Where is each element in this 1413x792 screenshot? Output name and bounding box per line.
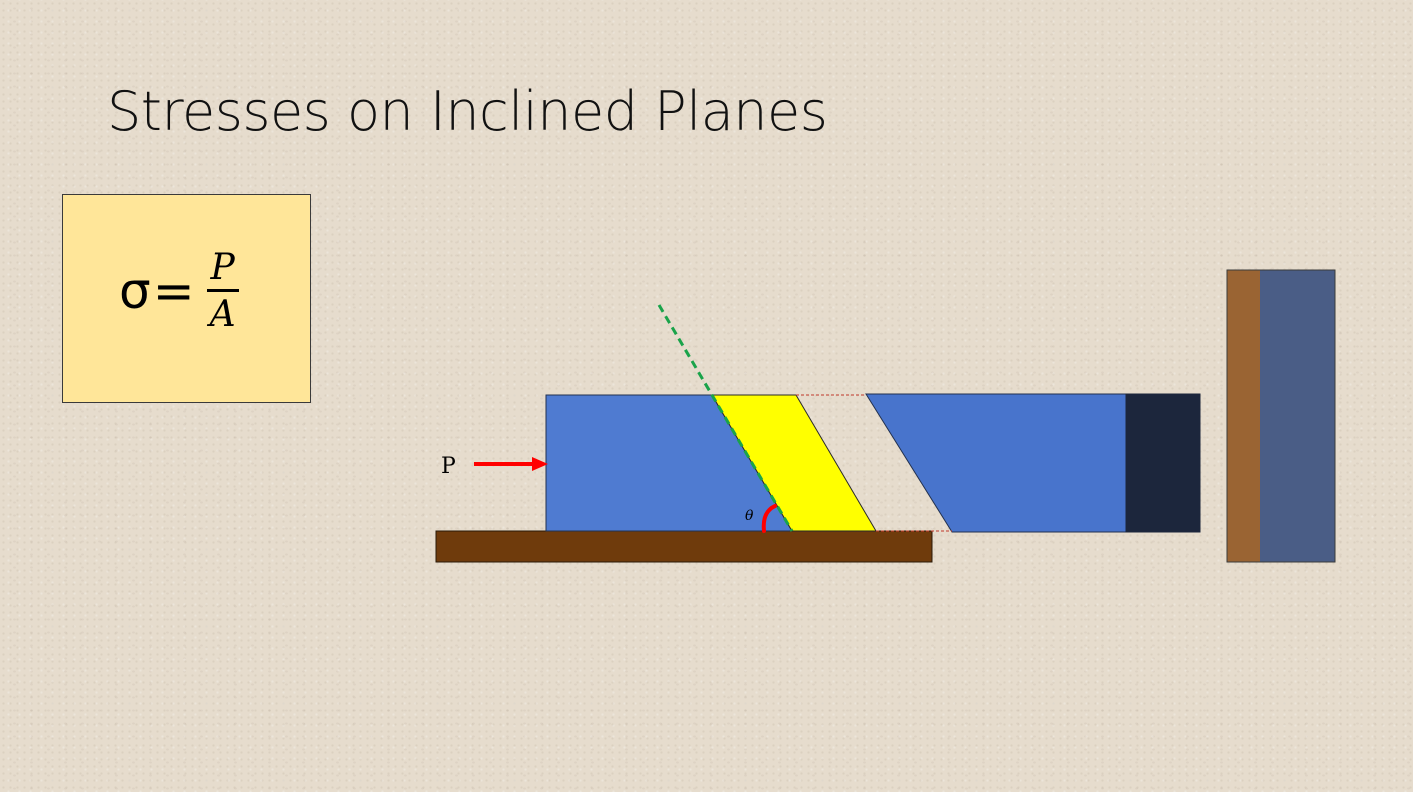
formula-equals: =: [152, 262, 195, 321]
floor-support: [435, 530, 933, 563]
inclined-plane-line: [657, 304, 794, 532]
wall-outline: [1226, 269, 1336, 563]
wall-slate-body: [1260, 270, 1335, 562]
formula-fraction: P A: [206, 247, 239, 335]
formula-box: σ = P A: [62, 194, 311, 403]
fraction-bar: [206, 288, 239, 292]
page-title: Stresses on Inclined Planes: [107, 80, 828, 143]
wall-wood-face: [1227, 270, 1260, 562]
stress-formula: σ = P A: [119, 249, 239, 334]
load-arrow-head: [532, 457, 548, 471]
load-label: P: [441, 454, 456, 479]
formula-denominator: A: [209, 293, 236, 335]
angle-label: θ: [745, 508, 754, 524]
formula-sigma: σ: [119, 262, 151, 321]
formula-numerator: P: [210, 247, 235, 288]
bar-right-section: [865, 393, 1127, 533]
bar-end-cap: [1125, 393, 1201, 533]
angle-arc: [761, 504, 777, 533]
